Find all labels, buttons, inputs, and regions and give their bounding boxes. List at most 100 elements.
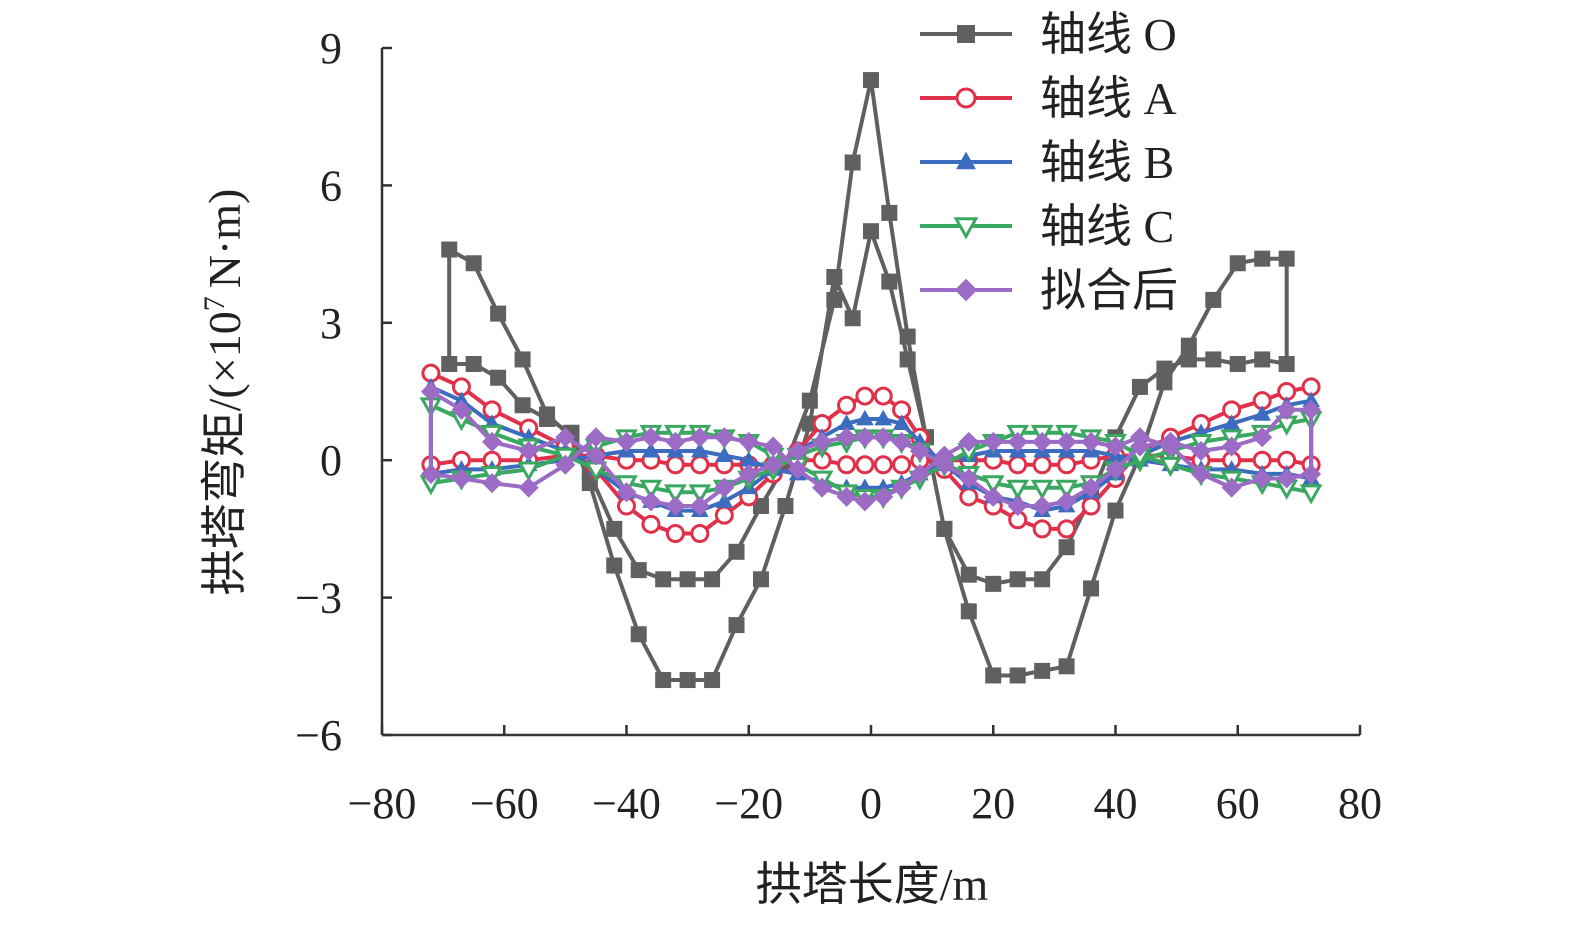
- data-point: [585, 445, 606, 466]
- data-point: [518, 477, 539, 498]
- data-point: [1276, 468, 1297, 489]
- data-point: [639, 479, 663, 500]
- x-tick-label: −40: [592, 779, 661, 828]
- data-point: [874, 409, 893, 426]
- data-point: [958, 468, 979, 489]
- data-point: [856, 409, 874, 426]
- data-point: [1030, 479, 1054, 500]
- data-point: [777, 498, 794, 514]
- data-point: [1007, 496, 1028, 516]
- y-tick-label: 6: [320, 161, 342, 210]
- data-point: [1252, 427, 1273, 448]
- legend-marker: [957, 25, 975, 43]
- data-point: [1034, 662, 1051, 679]
- data-point: [985, 575, 1002, 592]
- data-point: [630, 562, 647, 579]
- data-point: [936, 520, 953, 537]
- data-point: [714, 505, 734, 525]
- data-point: [664, 484, 687, 505]
- data-point: [555, 427, 576, 448]
- plot-series: [419, 72, 1323, 689]
- y-axis-title-unit: N·m): [199, 189, 250, 289]
- x-tick-label: 80: [1338, 779, 1382, 828]
- data-point: [1302, 391, 1320, 408]
- legend-label: 轴线 B: [1040, 137, 1174, 188]
- data-point: [704, 672, 721, 689]
- series-5: [420, 381, 1322, 516]
- data-point: [728, 543, 745, 560]
- data-point: [555, 454, 576, 475]
- data-point: [752, 571, 769, 588]
- data-point: [854, 491, 875, 512]
- data-point: [420, 381, 441, 402]
- data-point: [863, 72, 879, 89]
- data-point: [616, 482, 637, 503]
- data-point: [1276, 399, 1297, 420]
- data-point: [873, 455, 893, 475]
- data-point: [1006, 479, 1030, 500]
- data-point: [934, 445, 955, 466]
- data-point: [837, 455, 857, 475]
- data-point: [1221, 436, 1242, 457]
- data-point: [679, 672, 696, 689]
- data-point: [739, 451, 758, 467]
- data-point: [1081, 431, 1102, 452]
- data-point: [420, 463, 441, 484]
- x-tick-label: −60: [470, 779, 539, 828]
- data-point: [482, 473, 503, 494]
- data-point: [854, 427, 875, 448]
- legend-label: 轴线 C: [1040, 201, 1174, 252]
- data-point: [1221, 477, 1242, 498]
- data-point: [1057, 519, 1077, 539]
- legend-item: 轴线 C: [920, 201, 1174, 252]
- data-point: [640, 427, 661, 448]
- data-point: [1180, 351, 1197, 368]
- data-point: [490, 369, 507, 386]
- data-point: [1083, 580, 1100, 597]
- data-point: [983, 486, 1004, 507]
- data-point: [518, 441, 539, 462]
- legend: 轴线 O 轴线 A 轴线 B 轴线 C 拟合后: [920, 9, 1178, 316]
- data-point: [1229, 356, 1246, 373]
- data-point: [465, 356, 482, 373]
- data-point: [899, 351, 916, 368]
- data-point: [1131, 378, 1148, 395]
- data-point: [855, 386, 875, 406]
- legend-item: 轴线 A: [920, 73, 1177, 124]
- data-point: [1032, 455, 1052, 475]
- data-point: [1129, 427, 1150, 448]
- data-point: [787, 459, 808, 480]
- legend-item: 拟合后: [920, 265, 1178, 316]
- data-point: [1278, 356, 1295, 373]
- data-point: [490, 305, 507, 322]
- data-point: [863, 223, 879, 240]
- data-point: [1055, 479, 1078, 500]
- data-point: [855, 455, 875, 475]
- data-point: [1301, 399, 1322, 420]
- data-point: [689, 427, 710, 448]
- data-point: [655, 672, 672, 689]
- data-point: [960, 566, 977, 583]
- data-point: [1032, 496, 1053, 516]
- data-point: [844, 154, 861, 171]
- data-point: [801, 392, 818, 409]
- data-point: [642, 441, 660, 458]
- data-point: [787, 441, 808, 462]
- data-point: [837, 414, 856, 430]
- data-point: [451, 399, 472, 420]
- data-point: [665, 455, 685, 475]
- data-point: [892, 414, 911, 430]
- data-point: [715, 446, 734, 463]
- data-point: [606, 557, 623, 574]
- y-axis-title-main: 拱塔弯矩/(: [199, 383, 250, 595]
- data-point: [1081, 477, 1102, 498]
- y-tick-label: −6: [295, 711, 342, 760]
- data-point: [752, 498, 769, 514]
- data-point: [909, 441, 930, 462]
- data-point: [1009, 667, 1026, 684]
- x-tick-label: 0: [860, 779, 882, 828]
- data-point: [959, 487, 979, 507]
- x-tick-label: 20: [971, 779, 1015, 828]
- legend-label: 轴线 A: [1040, 73, 1177, 124]
- data-point: [983, 431, 1004, 452]
